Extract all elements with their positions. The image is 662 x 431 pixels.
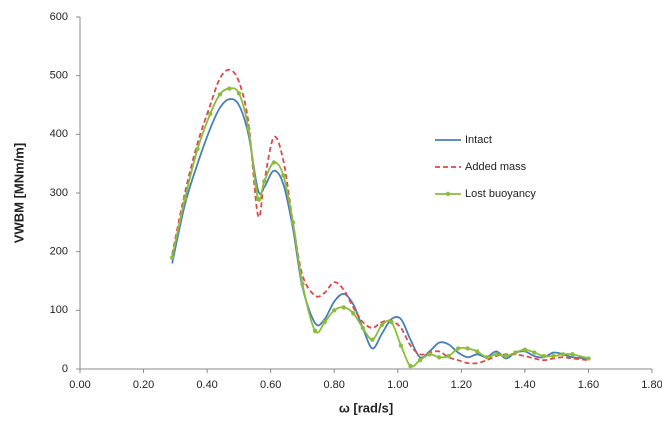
series-marker [408,363,413,369]
series-marker [227,86,232,91]
series-marker [208,111,213,117]
series-marker [398,343,404,348]
series-marker [494,352,499,357]
x-tick-label: 1.00 [387,379,408,391]
series-marker [322,319,327,325]
x-tick-label: 1.40 [514,379,535,391]
series-marker [370,337,375,342]
x-tick-label: 0.80 [324,379,345,391]
legend-label: Intact [465,134,492,146]
x-tick-label: 0.20 [133,379,154,391]
series-marker [217,92,223,97]
x-tick-label: 1.20 [451,379,472,391]
legend-marker [445,191,451,197]
series-marker [455,346,461,351]
series-marker [570,352,575,357]
series-marker [262,179,267,184]
x-tick-label: 1.80 [641,379,662,391]
series-marker [290,220,296,225]
series-marker [281,173,286,178]
y-axis-title: VWBM [MNm/m] [11,143,26,243]
series-marker [389,319,394,325]
series-marker [236,91,242,96]
series-marker [551,353,556,359]
series-marker [522,347,528,352]
x-tick-label: 0.40 [196,379,217,391]
series-marker [379,322,385,328]
series-marker [182,196,188,202]
x-axis-title: ω [rad/s] [339,400,393,415]
x-tick-label: 1.60 [578,379,599,391]
y-tick-label: 500 [50,70,68,82]
series-marker [332,308,337,313]
series-marker [436,355,442,360]
y-tick-label: 600 [50,11,68,23]
y-tick-label: 0 [62,363,68,375]
series-marker [417,358,423,363]
series-marker [586,356,591,361]
series-marker [560,352,566,357]
series-marker [465,346,470,351]
y-tick-label: 200 [50,246,68,258]
y-tick-label: 300 [50,187,68,199]
x-tick-label: 0.60 [260,379,281,391]
series-marker [427,352,432,357]
series-marker [300,281,305,287]
series-line [171,68,589,365]
y-tick-label: 400 [50,128,68,140]
series-marker [475,349,480,354]
series-marker [246,126,251,131]
legend-label: Lost buoyancy [465,188,536,200]
legend-label: Added mass [465,161,527,173]
series-marker [532,350,537,355]
y-tick-label: 100 [50,304,68,316]
series-marker [503,353,509,359]
series-marker [195,146,200,152]
series-marker [169,255,175,260]
series-marker [541,353,547,359]
series-marker [271,160,277,165]
x-tick-label: 0.00 [69,379,90,391]
series-marker [446,353,451,359]
series-marker [360,325,366,331]
series-marker [341,305,346,310]
series-marker [351,311,356,316]
series-marker [312,328,318,334]
series-marker [255,196,261,202]
series-line [171,98,589,360]
series-marker [513,350,518,355]
series-marker [484,355,489,360]
